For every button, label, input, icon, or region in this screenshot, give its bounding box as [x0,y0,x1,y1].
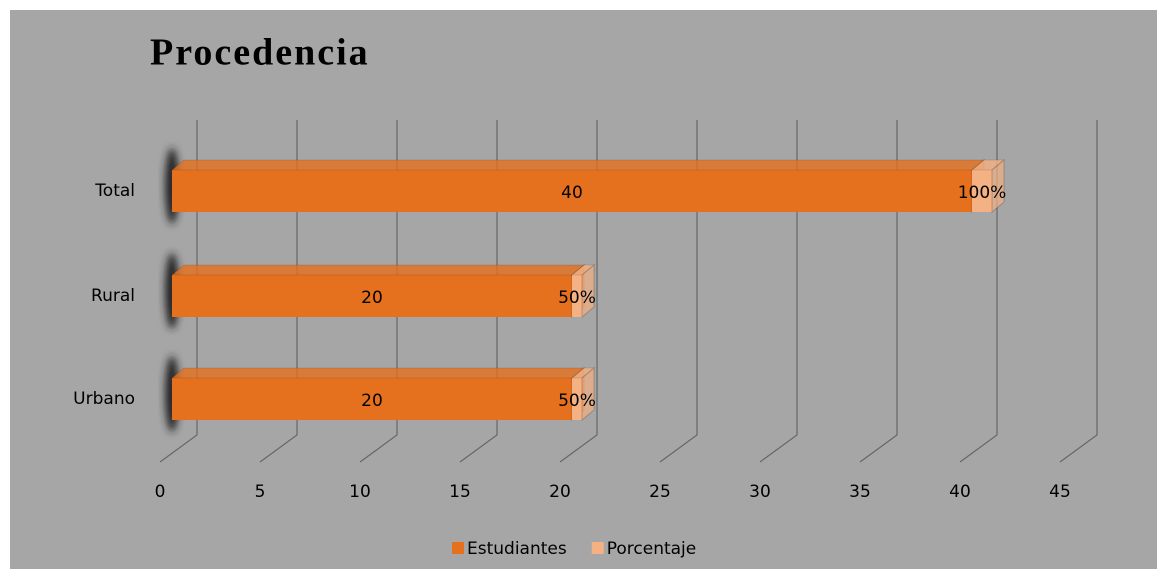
grid-line [859,120,898,463]
x-tick-label: 45 [1049,482,1071,502]
legend-swatch [452,542,464,554]
bar [172,170,972,212]
bar [972,170,992,212]
grid-line [459,120,498,463]
grid-line [659,120,698,463]
data-label: 100% [958,183,1007,203]
data-label: 50% [558,391,596,411]
data-label: 20 [361,391,383,411]
grid-line [559,120,598,463]
x-tick-label: 40 [949,482,971,502]
legend-swatch [591,542,604,554]
x-tick-label: 35 [849,482,871,502]
x-tick-label: 5 [255,482,266,502]
bar-top [170,159,986,171]
chart-title: Procedencia [150,32,370,74]
bar-top [170,264,586,276]
bar-side [581,366,595,422]
data-label: 40 [561,183,583,203]
grid-line [759,120,798,463]
bar [572,275,582,317]
bar-side [991,158,1005,214]
x-tick-label: 10 [349,482,371,502]
bar [172,378,572,420]
x-tick-label: 25 [649,482,671,502]
x-tick-label: 0 [155,482,166,502]
grid-line [259,120,298,463]
grid-line [1059,120,1098,463]
data-label: 50% [558,288,596,308]
grid-line [359,120,398,463]
y-tick-label: Rural [91,286,135,306]
bar-top [170,367,586,379]
bar [572,378,582,420]
legend-label: Estudiantes [467,539,567,559]
x-tick-label: 20 [549,482,571,502]
data-label: 20 [361,288,383,308]
bar [172,275,572,317]
y-tick-label: Urbano [73,389,135,409]
bar-side [581,263,595,319]
grid-line [959,120,998,463]
grid-line [159,120,198,463]
x-tick-label: 15 [449,482,471,502]
y-tick-label: Total [94,181,135,201]
x-tick-label: 30 [749,482,771,502]
legend-label: Porcentaje [607,539,697,559]
